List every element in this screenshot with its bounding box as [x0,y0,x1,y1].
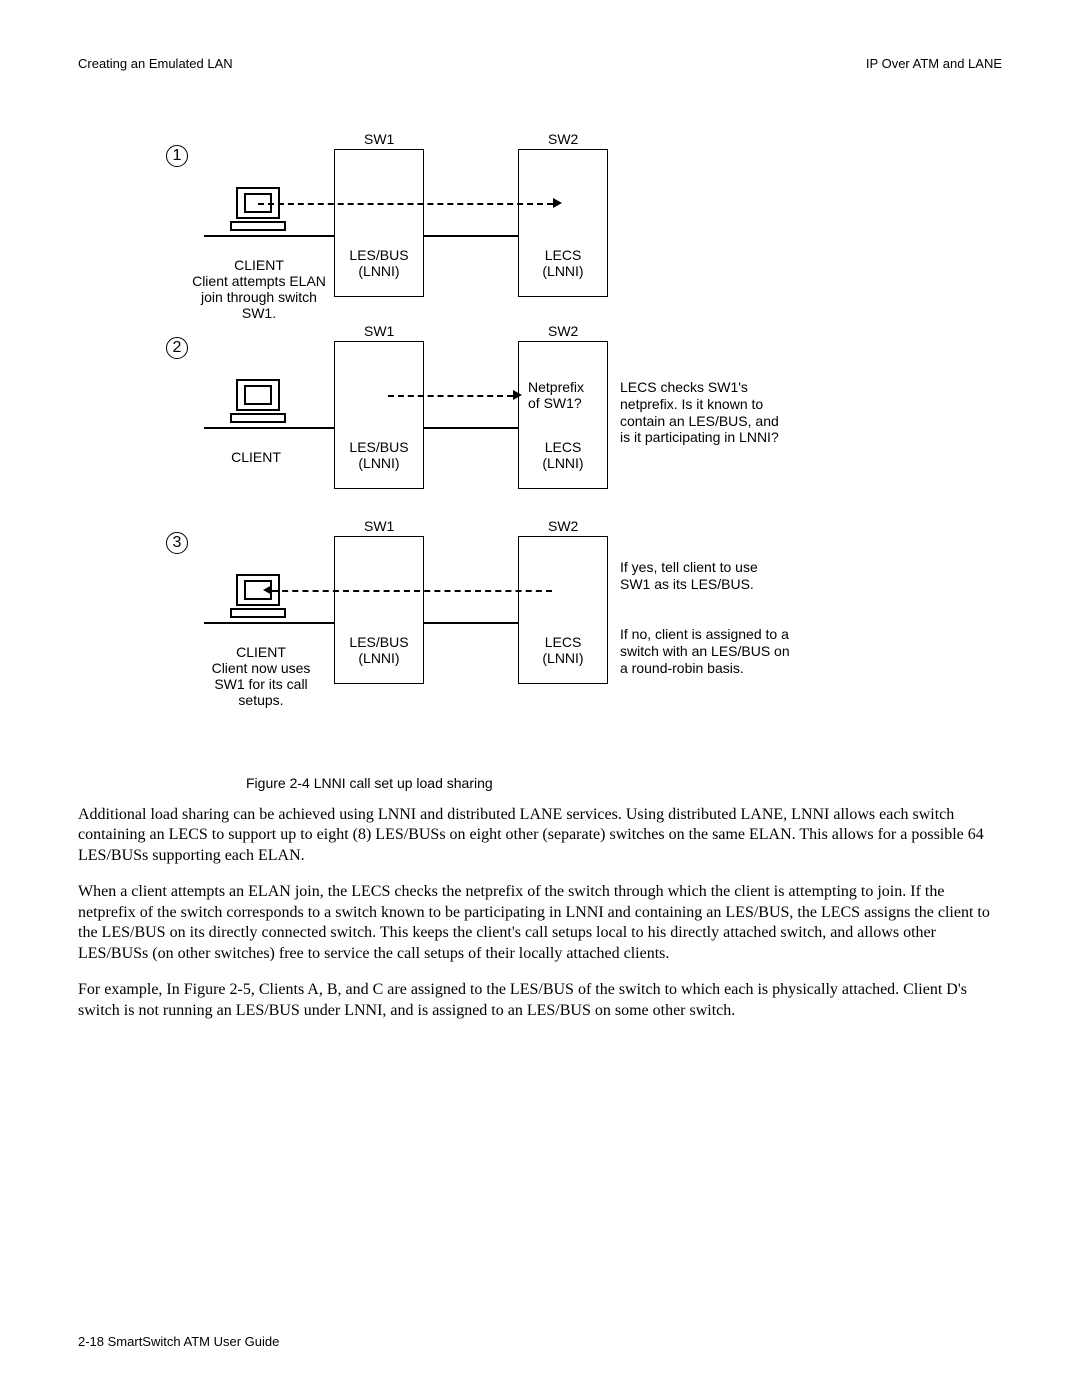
step-3-marker: 3 [166,532,188,554]
step2-sw2-box-label: LECS (LNNI) [513,439,613,471]
step2-annotation: LECS checks SW1's netprefix. Is it known… [620,379,790,446]
step2-arrow-head [513,390,522,400]
step1-arrow-line [258,203,553,205]
step3-sw1-box-label: LES/BUS (LNNI) [329,634,429,666]
diagram: 1 SW1 SW2 LES/BUS (LNNI) LECS (LNNI) CLI… [78,131,1002,771]
step2-client-icon [230,379,286,427]
step3-annotation-no: If no, client is assigned to a switch wi… [620,626,790,676]
step2-sw1-box-label: LES/BUS (LNNI) [329,439,429,471]
step1-sw2-label: SW2 [548,131,578,147]
step1-sw2-box-label: LECS (LNNI) [513,247,613,279]
paragraph-2: When a client attempts an ELAN join, the… [78,882,1002,964]
step-1-number: 1 [173,148,182,164]
step1-client-text: CLIENT Client attempts ELAN join through… [184,257,334,321]
step1-client-icon [230,187,286,235]
step3-arrow-line [272,590,552,592]
step2-sw-link [424,427,518,429]
step3-client-icon [230,574,286,622]
page-footer: 2-18 SmartSwitch ATM User Guide [78,1334,279,1349]
step-2-marker: 2 [166,337,188,359]
step3-client-text: CLIENT Client now uses SW1 for its call … [196,644,326,708]
step3-annotation-yes: If yes, tell client to use SW1 as its LE… [620,559,780,593]
step3-client-link [204,622,334,624]
step1-sw-link [424,235,518,237]
step3-sw2-box-label: LECS (LNNI) [513,634,613,666]
step2-client-text: CLIENT [206,449,306,465]
step3-sw2-label: SW2 [548,518,578,534]
header-left: Creating an Emulated LAN [78,56,233,71]
step1-arrow-head [553,198,562,208]
page-header: Creating an Emulated LAN IP Over ATM and… [78,56,1002,71]
step1-sw1-label: SW1 [364,131,394,147]
step-3-number: 3 [173,535,182,551]
step2-sw2-inner-text: Netprefix of SW1? [528,379,584,411]
step2-sw2-label: SW2 [548,323,578,339]
step2-client-link [204,427,334,429]
page: Creating an Emulated LAN IP Over ATM and… [0,0,1080,1397]
step2-sw1-label: SW1 [364,323,394,339]
step-2-number: 2 [173,340,182,356]
step-1-marker: 1 [166,145,188,167]
paragraph-1: Additional load sharing can be achieved … [78,805,1002,866]
header-right: IP Over ATM and LANE [866,56,1002,71]
figure-caption: Figure 2-4 LNNI call set up load sharing [246,775,1002,791]
step1-sw1-box-label: LES/BUS (LNNI) [329,247,429,279]
step2-arrow-line [388,395,513,397]
step3-arrow-head [263,585,272,595]
step3-sw1-label: SW1 [364,518,394,534]
step1-client-link [204,235,334,237]
paragraph-3: For example, In Figure 2-5, Clients A, B… [78,980,1002,1021]
step3-sw-link [424,622,518,624]
